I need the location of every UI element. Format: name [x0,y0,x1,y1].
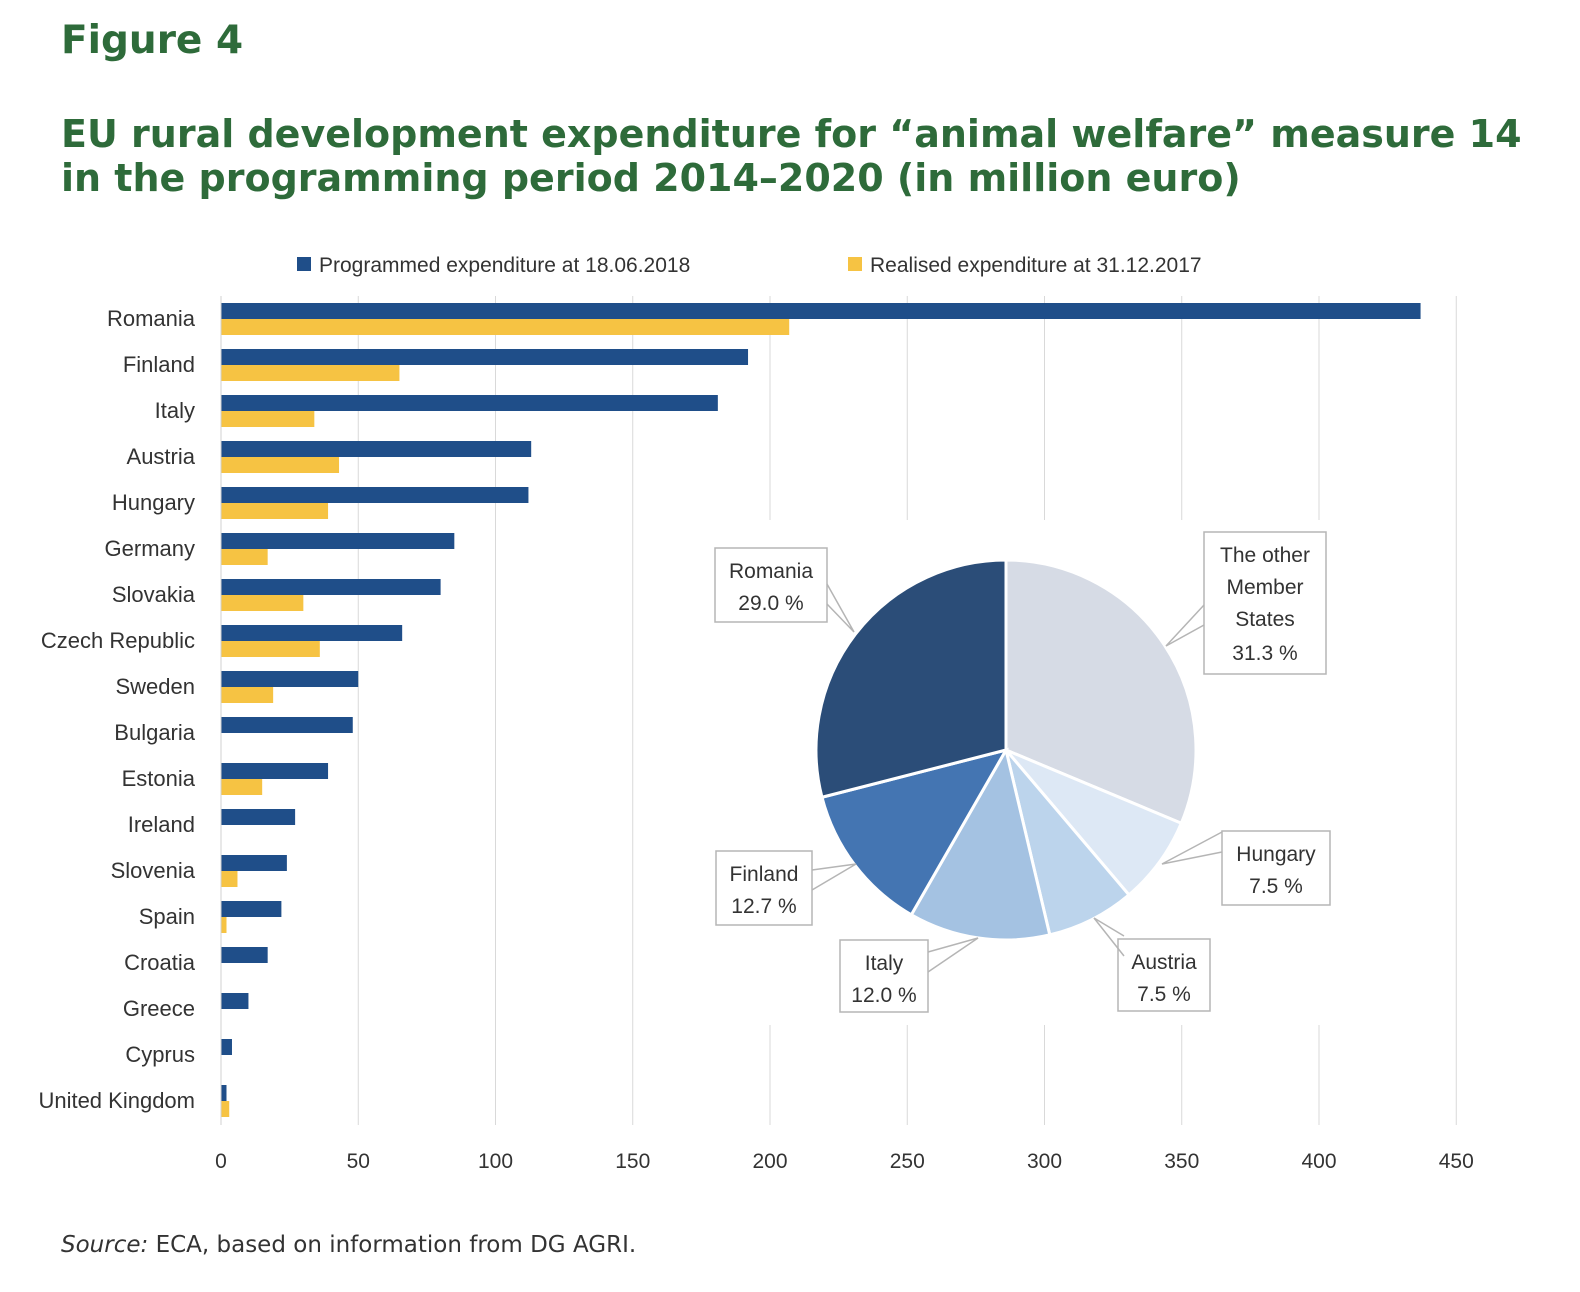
category-label-estonia: Estonia [122,766,196,791]
bar-programmed-hungary [221,487,529,503]
callout-pointer-the-other-member-states [1165,604,1205,647]
category-label-croatia: Croatia [124,950,196,975]
category-label-romania: Romania [107,306,196,331]
category-label-spain: Spain [139,904,195,929]
category-label-italy: Italy [155,398,195,423]
category-label-hungary: Hungary [112,490,195,515]
x-tick-label: 150 [615,1150,650,1173]
bar-programmed-slovakia [221,579,441,595]
callout-pointer-romania [826,583,855,633]
pie-slice-romania [814,558,1008,800]
callout-box-the-other-member-states [1203,531,1327,675]
category-label-bulgaria: Bulgaria [114,720,195,745]
pie-value-hungary: 7.5 % [1249,875,1303,898]
bar-realised-united-kingdom [221,1101,230,1117]
source-note: Source: ECA, based on information from D… [61,1232,636,1258]
source-text: ECA, based on information from DG AGRI. [155,1232,637,1258]
bar-programmed-germany [221,533,455,549]
legend-label-programmed: Programmed expenditure at 18.06.2018 [319,254,690,277]
pie-value-romania: 29.0 % [738,592,803,615]
x-axis: 0 50 100 150 200 250 300 350 400 450 [215,296,1474,1173]
callout-box-finland [715,850,813,926]
x-tick-label: 450 [1439,1150,1474,1173]
pie-value-austria: 7.5 % [1137,983,1191,1006]
category-label-sweden: Sweden [115,674,195,699]
x-tick-label: 400 [1301,1150,1336,1173]
category-label-ireland: Ireland [128,812,195,837]
callout-box-italy [839,939,929,1013]
bar-realised-romania [221,319,790,335]
bar-chart: Romania Finland Italy Austria Hungary Germany… [38,303,1421,1117]
bar-programmed-sweden [221,671,359,687]
pie-slice-the-other-member-states [1004,558,1198,826]
figure-label: Figure 4 [61,18,244,63]
bar-programmed-austria [221,441,532,457]
category-label-austria: Austria [127,444,196,469]
legend-swatch-realised [848,257,862,271]
x-tick-label: 300 [1027,1150,1062,1173]
callout-pointer-finland [811,863,857,891]
callout-box-hungary [1221,830,1331,906]
bar-programmed-romania [221,303,1421,319]
pie-label-austria: Austria [1131,951,1197,974]
pie-value-finland: 12.7 % [731,895,796,918]
category-label-finland: Finland [123,352,195,377]
bar-programmed-greece [221,993,249,1009]
bar-realised-spain [221,917,227,933]
bar-realised-sweden [221,687,274,703]
bar-realised-austria [221,457,340,473]
x-tick-label: 350 [1164,1150,1199,1173]
bar-realised-finland [221,365,400,381]
bar-programmed-italy [221,395,718,411]
bar-programmed-estonia [221,763,329,779]
bar-programmed-slovenia [221,855,287,871]
bar-programmed-spain [221,901,282,917]
bar-programmed-croatia [221,947,268,963]
x-tick-label: 50 [347,1150,370,1173]
bar-programmed-bulgaria [221,717,353,733]
legend-label-realised: Realised expenditure at 31.12.2017 [870,254,1202,277]
bar-programmed-united-kingdom [221,1085,227,1101]
pie-label-the-other-member-states: The other Member States [1220,544,1310,631]
category-label-germany: Germany [105,536,195,561]
category-label-united-kingdom: United Kingdom [38,1088,195,1113]
callout-pointer-hungary [1161,831,1223,865]
x-tick-label: 200 [752,1150,787,1173]
bar-realised-slovakia [221,595,304,611]
bar-realised-czech-republic [221,641,320,657]
bar-realised-estonia [221,779,263,795]
chart-area: Programmed expenditure at 18.06.2018 Real… [38,254,1474,1173]
bar-realised-hungary [221,503,329,519]
pie-label-romania: Romania [729,560,813,583]
pie-label-finland: Finland [730,863,799,886]
category-label-czech-republic: Czech Republic [41,628,195,653]
source-label: Source: [61,1232,149,1258]
callout-pointer-italy [927,937,979,973]
bar-realised-italy [221,411,315,427]
bar-realised-germany [221,549,268,565]
pie-label-hungary: Hungary [1236,843,1316,866]
category-label-cyprus: Cyprus [125,1042,195,1067]
category-label-slovakia: Slovakia [112,582,196,607]
legend-swatch-programmed [297,257,311,271]
category-label-greece: Greece [123,996,195,1021]
chart-title: EU rural development expenditure for “an… [61,112,1522,200]
pie-label-italy: Italy [865,952,904,975]
bar-realised-slovenia [221,871,238,887]
x-tick-label: 250 [890,1150,925,1173]
pie-slice-italy [909,745,1052,942]
bar-programmed-cyprus [221,1039,232,1055]
pie-value-italy: 12.0 % [851,984,916,1007]
category-label-slovenia: Slovenia [111,858,196,883]
x-tick-label: 100 [478,1150,513,1173]
pie-value-the-other-member-states: 31.3 % [1232,642,1297,665]
callout-box-austria [1117,938,1211,1012]
callout-pointer-austria [1093,917,1125,957]
bar-programmed-finland [221,349,749,365]
bar-programmed-czech-republic [221,625,403,641]
legend: Programmed expenditure at 18.06.2018 Real… [297,254,1202,277]
x-tick-label: 0 [215,1150,227,1173]
bar-programmed-ireland [221,809,296,825]
pie-chart: The other Member States 31.3 % Hungary 7.5 % A… [700,520,1380,1025]
